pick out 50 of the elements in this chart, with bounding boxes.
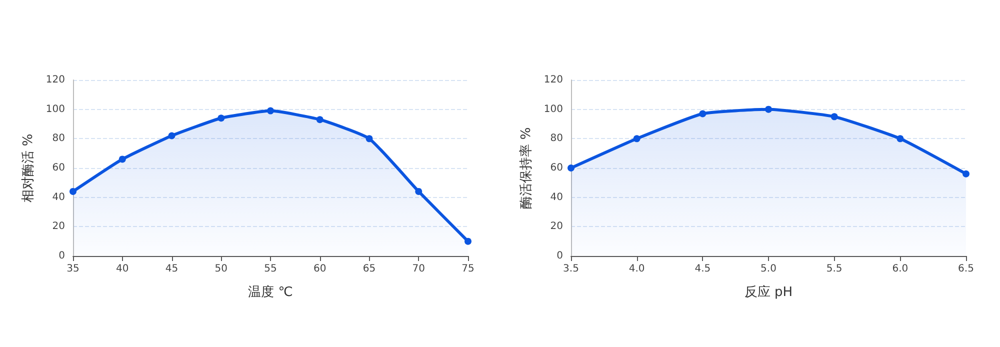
y-axis-title: 酶活保持率 % <box>518 127 534 209</box>
x-axis-title: 温度 ℃ <box>248 284 293 300</box>
point <box>218 114 225 122</box>
y-tick-label: 120 <box>544 74 563 86</box>
point <box>118 156 126 163</box>
y-tick-label: 80 <box>550 133 563 144</box>
point <box>765 106 772 113</box>
x-tick-label: 3.5 <box>563 264 579 274</box>
y-tick-label: 0 <box>556 250 563 262</box>
x-axis-title: 反应 pH <box>744 284 793 300</box>
x-tick-label: 35 <box>66 264 80 274</box>
x-tick-label: 60 <box>314 264 326 274</box>
point <box>366 135 373 142</box>
point <box>962 170 970 178</box>
x-tick-label: 70 <box>412 264 425 274</box>
x-tick-label: 4.5 <box>694 264 711 274</box>
point <box>464 238 472 245</box>
point <box>896 135 904 142</box>
point <box>633 135 640 142</box>
y-tick-label: 60 <box>52 162 65 174</box>
point <box>415 188 422 195</box>
y-tick-label: 120 <box>46 74 65 86</box>
x-tick-label: 5.5 <box>826 264 842 274</box>
x-tick-label: 65 <box>362 264 376 274</box>
point <box>699 110 706 118</box>
y-tick-label: 40 <box>550 192 563 203</box>
point <box>316 116 324 124</box>
x-tick-label: 50 <box>214 264 228 274</box>
y-tick-label: 60 <box>550 162 563 174</box>
y-tick-label: 100 <box>544 104 563 115</box>
point <box>70 188 76 195</box>
y-tick-label: 80 <box>52 133 65 144</box>
y-tick-label: 0 <box>58 250 65 262</box>
y-tick-label: 100 <box>46 104 65 115</box>
y-tick-label: 40 <box>52 192 65 203</box>
x-tick-label: 40 <box>116 264 129 274</box>
x-tick-label: 4.0 <box>628 264 645 274</box>
point <box>830 113 838 120</box>
point <box>568 164 574 172</box>
y-axis-title: 相对酶活 % <box>21 134 36 202</box>
x-tick-label: 6.5 <box>958 264 974 274</box>
x-tick-label: 6.0 <box>892 264 908 274</box>
x-tick-label: 75 <box>462 264 474 274</box>
x-tick-label: 55 <box>264 264 277 274</box>
point <box>168 132 176 140</box>
point <box>267 107 274 114</box>
y-tick-label: 20 <box>52 221 65 232</box>
x-tick-label: 5.0 <box>760 264 776 274</box>
x-tick-label: 45 <box>165 264 178 274</box>
y-tick-label: 20 <box>550 221 563 232</box>
